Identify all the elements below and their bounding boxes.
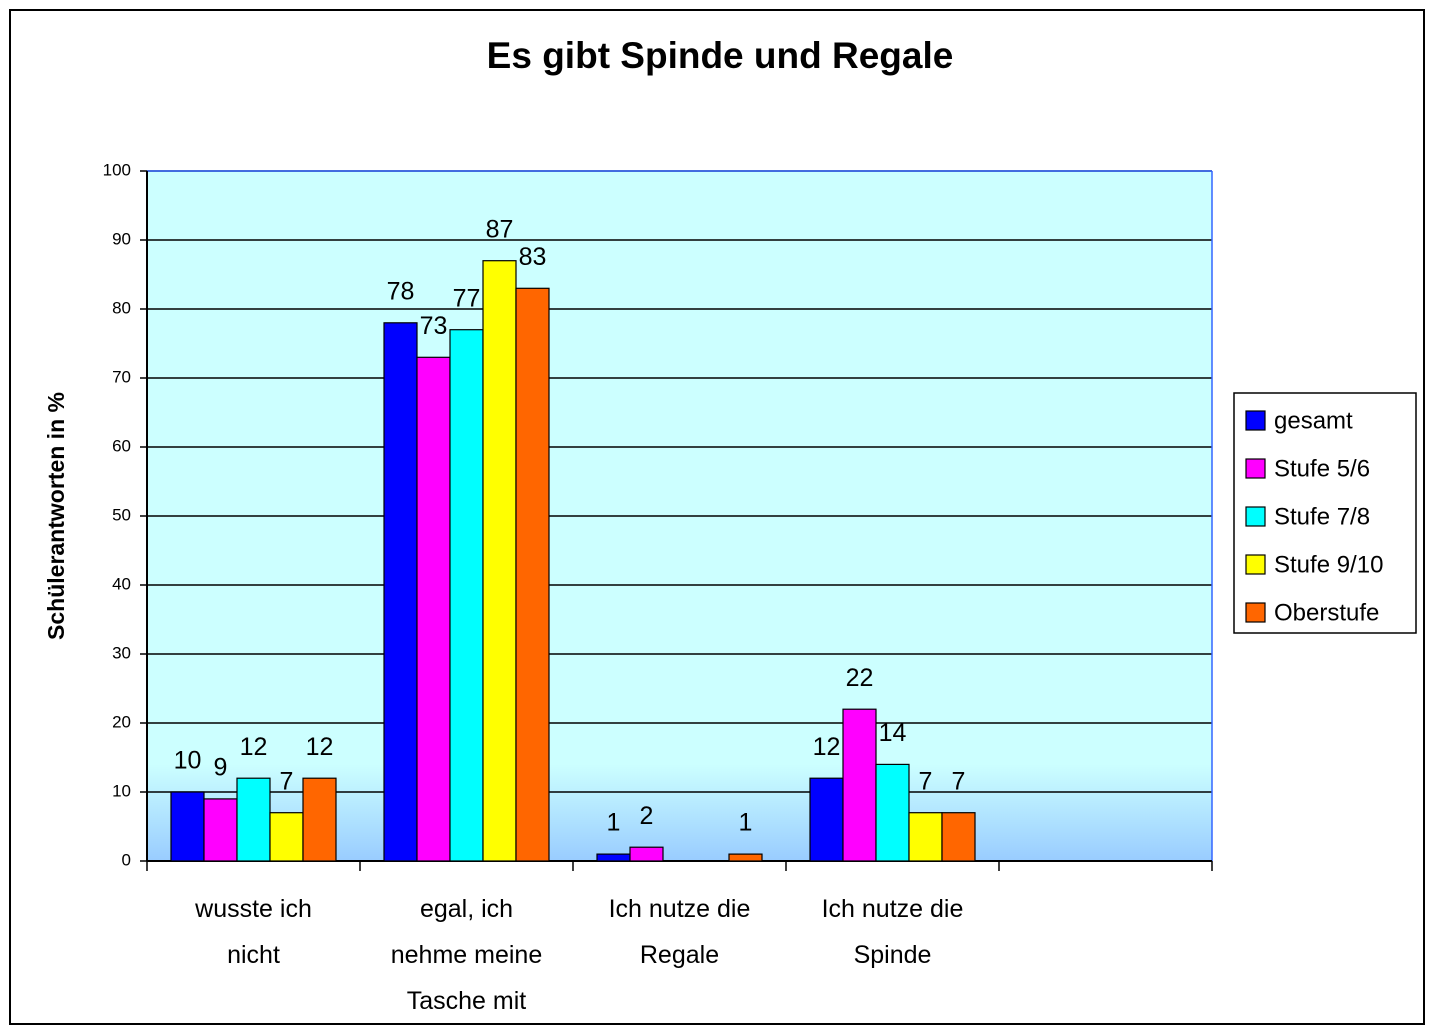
y-tick-label: 30 (112, 643, 131, 662)
legend-label: gesamt (1274, 407, 1353, 434)
y-tick-label: 60 (112, 436, 131, 455)
bar (941, 812, 976, 862)
y-tick-label: 90 (112, 229, 131, 248)
bar (269, 812, 304, 862)
data-label: 87 (486, 215, 514, 243)
bar (170, 791, 205, 862)
y-tick-label: 10 (112, 781, 131, 800)
y-tick-label: 100 (103, 160, 131, 179)
data-label: 12 (306, 733, 334, 761)
y-tick-label: 20 (112, 712, 131, 731)
x-tick-label: egal, ich nehme meine Tasche mit (390, 895, 543, 1015)
data-label: 78 (387, 277, 415, 305)
data-label: 14 (879, 719, 907, 747)
y-tick-label: 80 (112, 298, 131, 317)
bar (203, 798, 238, 862)
y-tick-label: 70 (112, 367, 131, 386)
chart-title: Es gibt Spinde und Regale (487, 35, 954, 76)
bar (596, 853, 631, 862)
data-label: 7 (280, 767, 294, 795)
x-tick-label: wusste ich nicht (195, 895, 312, 969)
legend-swatch (1245, 458, 1266, 479)
data-label: 12 (240, 733, 268, 761)
bar (416, 356, 451, 862)
bar (842, 708, 877, 862)
bar (908, 812, 943, 862)
legend-swatch (1245, 410, 1266, 431)
bar (728, 853, 763, 862)
y-axis-label: Schülerantworten in % (43, 392, 69, 640)
legend-label: Oberstufe (1274, 599, 1379, 626)
bar (482, 260, 517, 862)
legend-swatch (1245, 554, 1266, 575)
x-tick-label: Ich nutze die Spinde (821, 895, 964, 969)
bar (875, 763, 910, 862)
legend-swatch (1245, 602, 1266, 623)
data-label: 73 (420, 312, 448, 340)
y-tick-label: 40 (112, 574, 131, 593)
legend-label: Stufe 9/10 (1274, 551, 1383, 578)
legend-label: Stufe 7/8 (1274, 503, 1370, 530)
bar (809, 777, 844, 862)
data-label: 10 (174, 747, 202, 775)
data-label: 12 (813, 733, 841, 761)
data-label: 9 (214, 754, 228, 782)
y-tick-label: 0 (122, 850, 131, 869)
bar (515, 287, 550, 862)
bar (302, 777, 337, 862)
data-label: 1 (607, 809, 621, 837)
x-tick-label: Ich nutze die Regale (608, 895, 751, 969)
data-label: 7 (952, 767, 966, 795)
data-label: 2 (640, 802, 654, 830)
bar (629, 846, 664, 862)
data-label: 83 (519, 243, 547, 271)
legend-label: Stufe 5/6 (1274, 455, 1370, 482)
data-label: 7 (919, 767, 933, 795)
bar (236, 777, 271, 862)
data-label: 22 (846, 664, 874, 692)
data-label: 77 (453, 284, 481, 312)
bar (383, 322, 418, 862)
bar (449, 329, 484, 862)
data-label: 1 (739, 809, 753, 837)
legend-swatch (1245, 506, 1266, 527)
y-tick-label: 50 (112, 505, 131, 524)
